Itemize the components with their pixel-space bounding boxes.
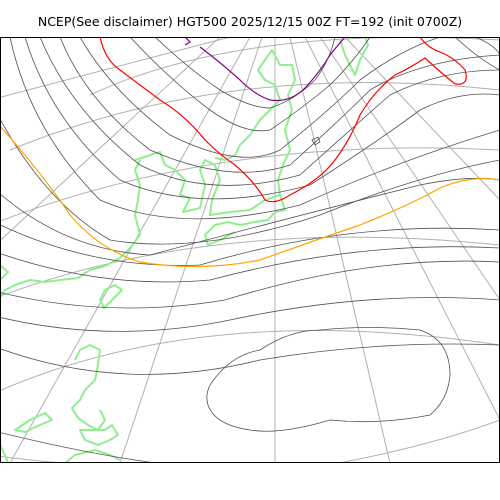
contour-small-cell [311,136,321,146]
coastline-china [0,159,141,299]
contour-line [59,37,500,173]
contour-line [154,37,336,109]
contour-line [0,297,500,332]
map-title: NCEP(See disclaimer) HGT500 2025/12/15 0… [37,14,463,29]
contour-line [0,224,500,266]
contours [0,37,500,463]
contour-line [0,246,500,283]
contour-high [206,327,451,432]
contour-5400 [0,125,500,268]
map-frame [0,37,500,463]
coastline-alaska [339,37,369,76]
latitude-line [89,37,500,96]
coastline-asia [134,49,296,216]
latitude-line [0,455,67,463]
latitude-line [0,236,500,297]
contour-line [0,177,500,256]
coastline-korea [204,194,286,246]
map-border [0,37,500,463]
longitude-line [289,37,391,463]
contour-line [0,118,500,245]
contour-line [454,37,500,71]
contour-line [0,343,500,375]
longitude-line [344,37,500,201]
contour-line [79,37,441,158]
coastline-west [0,264,9,281]
contour-4800 [184,37,346,102]
graticule [0,37,500,463]
contour-line [24,37,500,200]
longitude-line [9,37,251,463]
coastline-philippines [71,344,106,431]
latitude-line [9,82,500,151]
contour-5100 [99,37,467,203]
coastline-borneo [14,412,53,433]
longitude-line [119,37,263,463]
contour-line [39,37,500,186]
latitude-line [0,330,500,392]
latitude-line [0,147,500,222]
coastline [0,37,369,463]
latitude-line [336,419,500,463]
longitude-line [319,37,500,301]
longitude-line [0,37,231,98]
coastline-taiwan [99,284,123,309]
contour-line [0,432,159,463]
highlighted-contours [0,37,500,268]
contour-line [0,260,500,309]
coastline-islands [79,424,119,446]
coastline-south-west [0,444,9,463]
contour-line [129,37,371,132]
contour-line [9,37,500,220]
longitude-line [0,37,221,242]
